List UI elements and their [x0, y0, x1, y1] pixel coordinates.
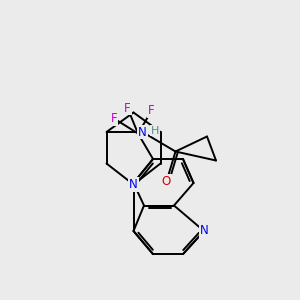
Text: N: N	[200, 224, 208, 238]
Text: N: N	[138, 125, 147, 139]
Text: H: H	[151, 125, 159, 136]
Text: N: N	[129, 178, 138, 191]
Text: F: F	[148, 104, 155, 118]
Text: F: F	[111, 112, 117, 125]
Text: F: F	[124, 101, 131, 115]
Text: O: O	[162, 175, 171, 188]
